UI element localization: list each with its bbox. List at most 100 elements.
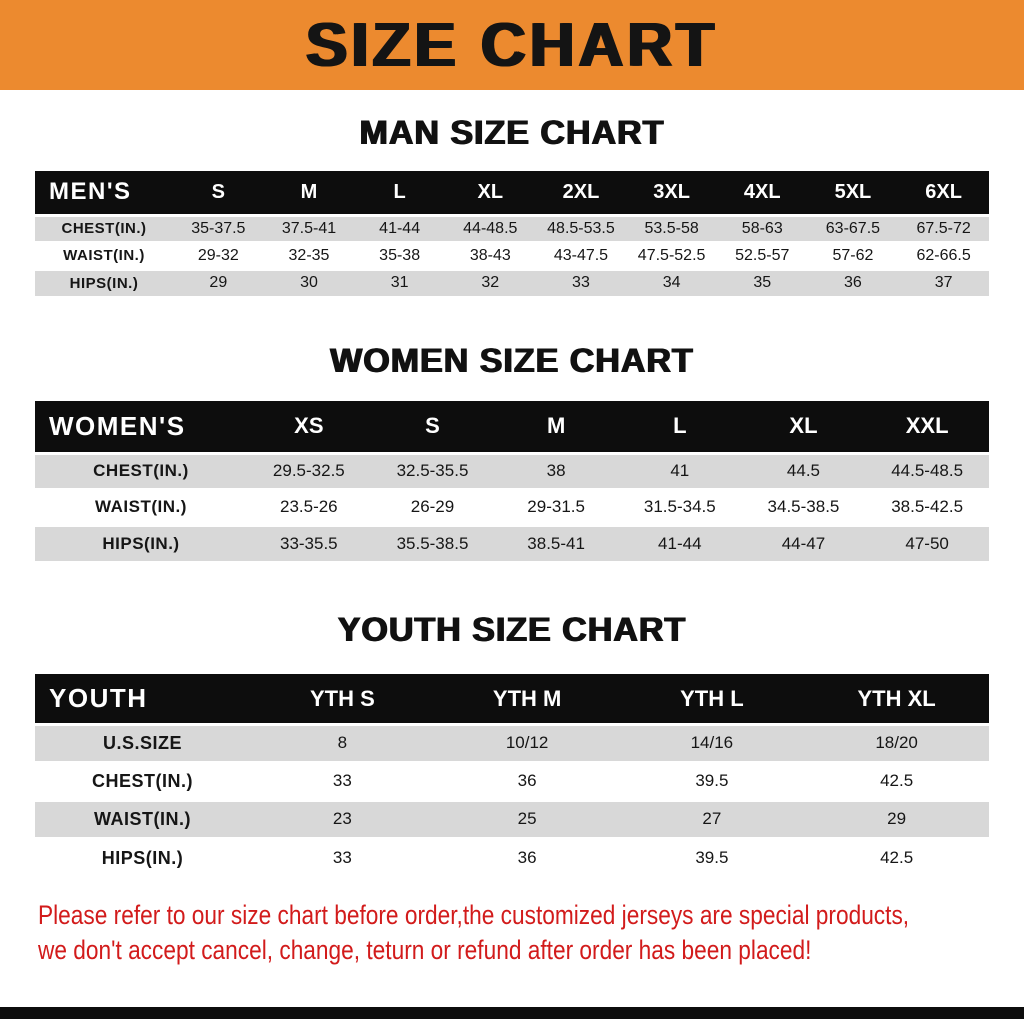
table-cell: 42.5 (804, 836, 989, 877)
order-note: Please refer to our size chart before or… (38, 898, 1024, 968)
table-cell: 47.5-52.5 (626, 240, 717, 270)
table-cell: 29 (804, 798, 989, 839)
table-cell: 35.5-38.5 (370, 523, 495, 562)
column-header: M (263, 171, 355, 216)
column-header: L (354, 171, 445, 216)
table-row: U.S.SIZE 8 10/12 14/16 18/20 (35, 722, 989, 763)
table-cell: 52.5-57 (716, 240, 808, 270)
table-cell: 44-47 (741, 523, 866, 562)
table-cell: 38 (494, 451, 618, 490)
table-cell: 35 (716, 267, 808, 297)
table-cell: 44-48.5 (444, 213, 536, 243)
table-header-row: MEN'S S M L XL 2XL 3XL 4XL 5XL 6XL (35, 171, 989, 216)
table-cell: 18/20 (804, 722, 989, 763)
men-section-heading: MAN SIZE CHART (359, 114, 665, 152)
bottom-bar (0, 1007, 1024, 1019)
table-cell: 33 (250, 836, 435, 877)
column-header: 2XL (535, 171, 627, 216)
row-label: WAIST(IN.) (35, 487, 247, 526)
column-header: 6XL (898, 171, 989, 216)
table-row: CHEST(IN.) 29.5-32.5 32.5-35.5 38 41 44.5 44.5… (35, 451, 989, 490)
table-cell: 48.5-53.5 (535, 213, 627, 243)
column-header: 4XL (716, 171, 808, 216)
table-cell: 34 (626, 267, 717, 297)
column-header: S (370, 401, 495, 454)
table-row: WAIST(IN.) 23 25 27 29 (35, 798, 989, 839)
banner: SIZE CHART (0, 0, 1024, 90)
page-title: SIZE CHART (306, 10, 718, 80)
table-cell: 67.5-72 (898, 213, 989, 243)
table-cell: 37.5-41 (263, 213, 355, 243)
table-cell: 58-63 (716, 213, 808, 243)
row-label: U.S.SIZE (35, 722, 250, 763)
table-cell: 32-35 (263, 240, 355, 270)
table-cell: 44.5-48.5 (865, 451, 989, 490)
table-cell: 36 (434, 760, 620, 801)
table-cell: 30 (263, 267, 355, 297)
table-cell: 38.5-41 (494, 523, 618, 562)
column-header: YTH L (619, 674, 805, 725)
table-cell: 41-44 (617, 523, 742, 562)
table-cell: 31.5-34.5 (617, 487, 742, 526)
youth-section-heading: YOUTH SIZE CHART (337, 611, 687, 650)
table-header-row: WOMEN'S XS S M L XL XXL (35, 401, 989, 454)
table-header-row: YOUTH YTH S YTH M YTH L YTH XL (35, 674, 989, 725)
column-header: L (617, 401, 742, 454)
table-cell: 39.5 (619, 760, 805, 801)
table-row: HIPS(IN.) 29 30 31 32 33 34 35 36 37 (35, 267, 989, 297)
table-row: WAIST(IN.) 23.5-26 26-29 29-31.5 31.5-34.5 34… (35, 487, 989, 526)
column-header: YTH M (434, 674, 620, 725)
women-size-table: WOMEN'S XS S M L XL XXL CHEST(IN.) 29.5-32.5 32.5… (35, 401, 989, 562)
table-cell: 38-43 (444, 240, 536, 270)
table-cell: 31 (354, 267, 445, 297)
table-cell: 53.5-58 (626, 213, 717, 243)
table-cell: 32.5-35.5 (370, 451, 495, 490)
column-header: XS (247, 401, 371, 454)
table-row: HIPS(IN.) 33 36 39.5 42.5 (35, 836, 989, 877)
table-cell: 47-50 (865, 523, 989, 562)
table-cell: 36 (434, 836, 620, 877)
table-row: CHEST(IN.) 35-37.5 37.5-41 41-44 44-48.5 48.5… (35, 213, 989, 243)
table-cell: 14/16 (619, 722, 805, 763)
table-corner-label: MEN'S (35, 171, 173, 216)
table-cell: 62-66.5 (898, 240, 989, 270)
table-cell: 29-31.5 (494, 487, 618, 526)
table-cell: 8 (250, 722, 435, 763)
table-cell: 41-44 (354, 213, 445, 243)
column-header: XL (444, 171, 536, 216)
column-header: 5XL (807, 171, 899, 216)
table-cell: 57-62 (807, 240, 899, 270)
column-header: XL (741, 401, 866, 454)
table-cell: 35-37.5 (173, 213, 264, 243)
row-label: HIPS(IN.) (35, 836, 250, 877)
column-header: M (494, 401, 618, 454)
row-label: HIPS(IN.) (35, 523, 247, 562)
column-header: XXL (865, 401, 989, 454)
row-label: WAIST(IN.) (35, 240, 173, 270)
youth-size-table: YOUTH YTH S YTH M YTH L YTH XL U.S.SIZE 8 10/12… (35, 674, 989, 877)
table-cell: 27 (619, 798, 805, 839)
table-row: HIPS(IN.) 33-35.5 35.5-38.5 38.5-41 41-44 44-… (35, 523, 989, 562)
order-note-line-1: Please refer to our size chart before or… (38, 900, 910, 931)
column-header: S (173, 171, 264, 216)
row-label: CHEST(IN.) (35, 213, 173, 243)
table-row: CHEST(IN.) 33 36 39.5 42.5 (35, 760, 989, 801)
table-cell: 37 (898, 267, 989, 297)
table-row: WAIST(IN.) 29-32 32-35 35-38 38-43 43-47.5 47.… (35, 240, 989, 270)
row-label: CHEST(IN.) (35, 451, 247, 490)
table-cell: 29.5-32.5 (247, 451, 371, 490)
men-size-table: MEN'S S M L XL 2XL 3XL 4XL 5XL 6XL CHEST(IN.) 35-37… (35, 171, 989, 297)
table-cell: 33-35.5 (247, 523, 371, 562)
table-cell: 29 (173, 267, 264, 297)
table-cell: 39.5 (619, 836, 805, 877)
table-cell: 33 (535, 267, 627, 297)
table-cell: 43-47.5 (535, 240, 627, 270)
table-cell: 36 (807, 267, 899, 297)
table-cell: 23.5-26 (247, 487, 371, 526)
table-corner-label: WOMEN'S (35, 401, 247, 454)
order-note-line-2: we don't accept cancel, change, teturn o… (38, 935, 812, 966)
table-cell: 44.5 (741, 451, 866, 490)
table-cell: 10/12 (434, 722, 620, 763)
women-section-heading: WOMEN SIZE CHART (330, 342, 694, 381)
